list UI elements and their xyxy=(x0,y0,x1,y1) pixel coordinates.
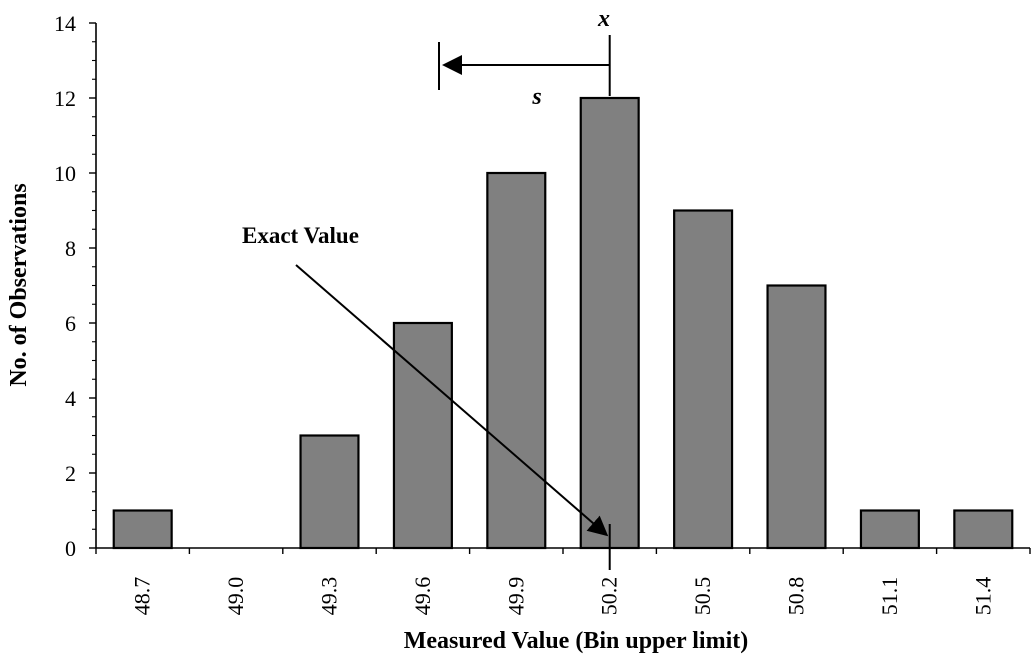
bar-49.3 xyxy=(299,434,360,550)
x-ticks-group: 48.7 49.0 49.3 49.6 49.9 50.2 50.5 50.8 51.1 51.4 xyxy=(95,548,1031,616)
y-tick-label: 4 xyxy=(65,386,76,411)
axes-group xyxy=(95,23,1030,549)
bar-51.4 xyxy=(953,509,1014,550)
y-tick-label: 6 xyxy=(65,311,76,336)
bar-49.6 xyxy=(392,321,453,550)
y-tick-label: 0 xyxy=(65,536,76,561)
y-tick-label: 2 xyxy=(65,461,76,486)
x-tick-label: 50.2 xyxy=(597,577,622,616)
x-tick-label: 49.3 xyxy=(317,577,342,616)
y-axis-title: No. of Observations xyxy=(6,183,32,386)
bar-50.5 xyxy=(673,209,734,550)
std-s-label: s xyxy=(531,84,541,110)
x-tick-label: 48.7 xyxy=(130,577,155,616)
x-tick-label: 49.9 xyxy=(503,577,528,616)
y-tick-label: 10 xyxy=(54,161,76,186)
x-tick-label: 50.5 xyxy=(690,577,715,616)
x-tick-label: 50.8 xyxy=(784,577,809,616)
bar-49.9 xyxy=(486,171,547,550)
y-ticks-group: 0 2 4 6 8 10 12 14 xyxy=(54,11,96,561)
x-tick-label: 49.6 xyxy=(410,577,435,616)
annotations-group: Exact Value x s xyxy=(242,6,611,570)
x-tick-label: 49.0 xyxy=(223,577,248,616)
bar-48.7 xyxy=(112,509,173,550)
x-tick-label: 51.1 xyxy=(877,577,902,616)
y-tick-label: 14 xyxy=(54,11,76,36)
x-tick-label: 51.4 xyxy=(970,577,995,616)
y-tick-label: 12 xyxy=(54,86,76,111)
y-tick-label: 8 xyxy=(65,236,76,261)
exact-value-label: Exact Value xyxy=(242,223,359,248)
bars-group xyxy=(112,96,1014,550)
mean-x-label: x xyxy=(597,6,610,32)
bar-50.8 xyxy=(766,284,827,550)
x-axis-title: Measured Value (Bin upper limit) xyxy=(404,628,748,654)
bar-50.2 xyxy=(579,96,640,550)
exact-value-arrow xyxy=(295,264,609,537)
bar-51.1 xyxy=(859,509,920,550)
